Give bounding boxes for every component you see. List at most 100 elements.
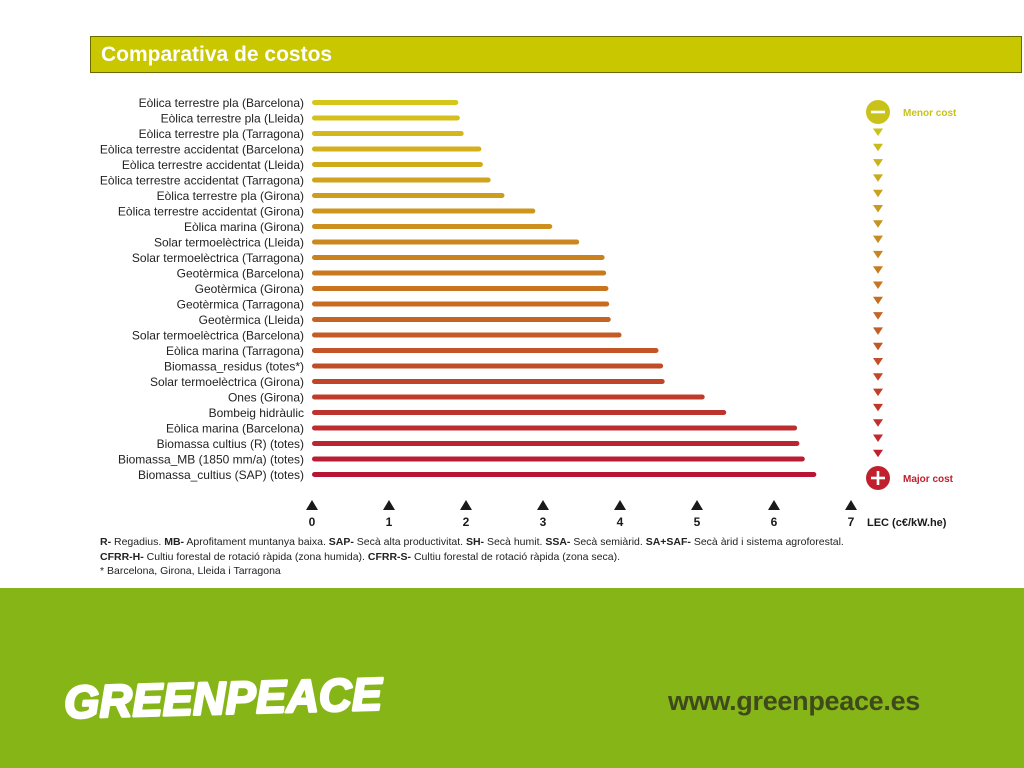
cost-bar (312, 348, 659, 353)
tick-label: 5 (694, 515, 701, 529)
category-label: Bombeig hidràulic (209, 406, 304, 420)
cost-bar (312, 456, 805, 462)
note-text: Secà humit. (484, 536, 546, 548)
note-text: Secà alta productivitat. (353, 536, 466, 548)
note-line-footnote: * Barcelona, Girona, Lleida i Tarragona (100, 565, 281, 577)
greenpeace-logo-image: GREENPEACE (62, 666, 385, 729)
tick-label: 2 (463, 515, 470, 529)
down-arrow-icon (873, 266, 883, 274)
down-arrow-icon (873, 449, 883, 458)
category-label: Eòlica terrestre pla (Girona) (157, 189, 304, 203)
cost-bar (312, 255, 605, 260)
down-arrow-icon (873, 235, 883, 244)
cost-bar (312, 332, 622, 338)
cost-bar (312, 379, 665, 384)
category-label: Solar termoelèctrica (Lleida) (154, 236, 304, 250)
down-arrow-icon (873, 189, 883, 198)
cost-bar (312, 301, 610, 307)
tick-label: 0 (309, 515, 316, 529)
cost-bar (312, 208, 536, 214)
cost-bar (312, 162, 483, 167)
down-arrow-icon (873, 159, 883, 167)
cost-bar (312, 270, 607, 276)
cost-bar (312, 394, 705, 400)
tick-label: 7 (848, 515, 855, 529)
website-url[interactable]: www.greenpeace.es (668, 686, 921, 716)
tick-label: 6 (771, 515, 778, 529)
cost-bar (312, 286, 609, 291)
cost-bar (312, 410, 727, 415)
tick-label: 3 (540, 515, 547, 529)
cost-bar (312, 131, 464, 136)
cost-bar (312, 425, 798, 431)
note-text: Cultiu forestal de rotació ràpida (zona … (143, 550, 368, 563)
down-arrow-icon (873, 434, 883, 442)
category-label: Ones (Girona) (228, 391, 304, 405)
note-abbr: SH- (465, 536, 485, 548)
chart-notes: R- Regadius. MB- Aprofitament muntanya b… (100, 535, 1000, 579)
note-abbr: R- (100, 536, 112, 548)
category-label: Solar termoelèctrica (Girona) (150, 375, 304, 389)
cost-bar (312, 115, 460, 121)
category-label: Biomassa cultius (R) (totes) (157, 437, 304, 451)
cost-bar (312, 472, 817, 477)
note-abbr: SAP- (328, 536, 354, 548)
cost-bar (312, 317, 611, 322)
category-label: Biomassa_residus (totes*) (164, 360, 304, 374)
footer-banner: GREENPEACE www.greenpeace.es (0, 588, 1024, 768)
category-label: Geotèrmica (Lleida) (199, 313, 304, 327)
down-arrow-icon (873, 220, 883, 228)
x-axis-label: LEC (c€/kW.he) (867, 517, 947, 529)
tick-marker (691, 500, 703, 510)
category-label: Eòlica terrestre accidentat (Lleida) (122, 158, 304, 172)
category-label: Geotèrmica (Girona) (195, 282, 304, 296)
category-label: Eòlica terrestre pla (Lleida) (161, 112, 304, 126)
tick-marker (460, 500, 472, 510)
note-text: Cultiu forestal de rotació ràpida (zona … (411, 550, 620, 563)
cost-bar (312, 193, 505, 198)
category-label: Biomassa_MB (1850 mm/a) (totes) (118, 453, 304, 467)
category-label: Eòlica terrestre accidentat (Girona) (118, 205, 304, 219)
note-abbr: CFRR-H- (100, 550, 144, 563)
category-label: Solar termoelèctrica (Barcelona) (132, 329, 304, 343)
tick-label: 4 (617, 515, 624, 529)
category-label: Eòlica terrestre accidentat (Tarragona) (100, 174, 304, 188)
cost-bar (312, 363, 664, 369)
category-label: Eòlica terrestre pla (Tarragona) (139, 127, 304, 141)
category-label: Eòlica marina (Barcelona) (166, 422, 304, 436)
down-arrow-icon (873, 373, 883, 381)
category-label: Eòlica marina (Girona) (184, 220, 304, 234)
category-label: Geotèrmica (Barcelona) (177, 267, 304, 281)
title-bar: Comparativa de costos (90, 36, 1022, 73)
down-arrow-icon (873, 312, 883, 320)
down-arrow-icon (873, 128, 883, 136)
tick-marker (306, 500, 318, 510)
cost-bar (312, 441, 800, 446)
down-arrow-icon (873, 205, 883, 213)
down-arrow-icon (873, 403, 883, 412)
cost-bar (312, 224, 553, 229)
cost-bar (312, 146, 482, 152)
greenpeace-logo: GREENPEACE (60, 666, 390, 733)
tick-marker (537, 500, 549, 510)
note-text: Aprofitament muntanya baixa. (184, 536, 329, 548)
tick-marker (383, 500, 395, 510)
down-arrow-icon (873, 327, 883, 335)
tick-marker (614, 500, 626, 510)
down-arrow-icon (873, 358, 883, 366)
down-arrow-icon (873, 388, 883, 397)
note-abbr: SSA- (545, 536, 571, 548)
category-label: Geotèrmica (Tarragona) (177, 298, 304, 312)
down-arrow-icon (873, 174, 883, 182)
category-label: Eòlica marina (Tarragona) (166, 344, 304, 358)
cost-bar (312, 100, 459, 105)
legend-min-label: Menor cost (903, 108, 957, 119)
category-label: Eòlica terrestre pla (Barcelona) (139, 96, 304, 110)
down-arrow-icon (873, 419, 883, 427)
note-line-forestry: CFRR-H- Cultiu forestal de rotació ràpid… (100, 550, 1000, 565)
cost-comparison-chart: Eòlica terrestre pla (Barcelona) Eòlica t… (100, 96, 957, 529)
plus-sign-v (876, 471, 880, 485)
category-label: Eòlica terrestre accidentat (Barcelona) (100, 143, 304, 157)
down-arrow-icon (873, 250, 883, 259)
cost-bar (312, 177, 491, 183)
